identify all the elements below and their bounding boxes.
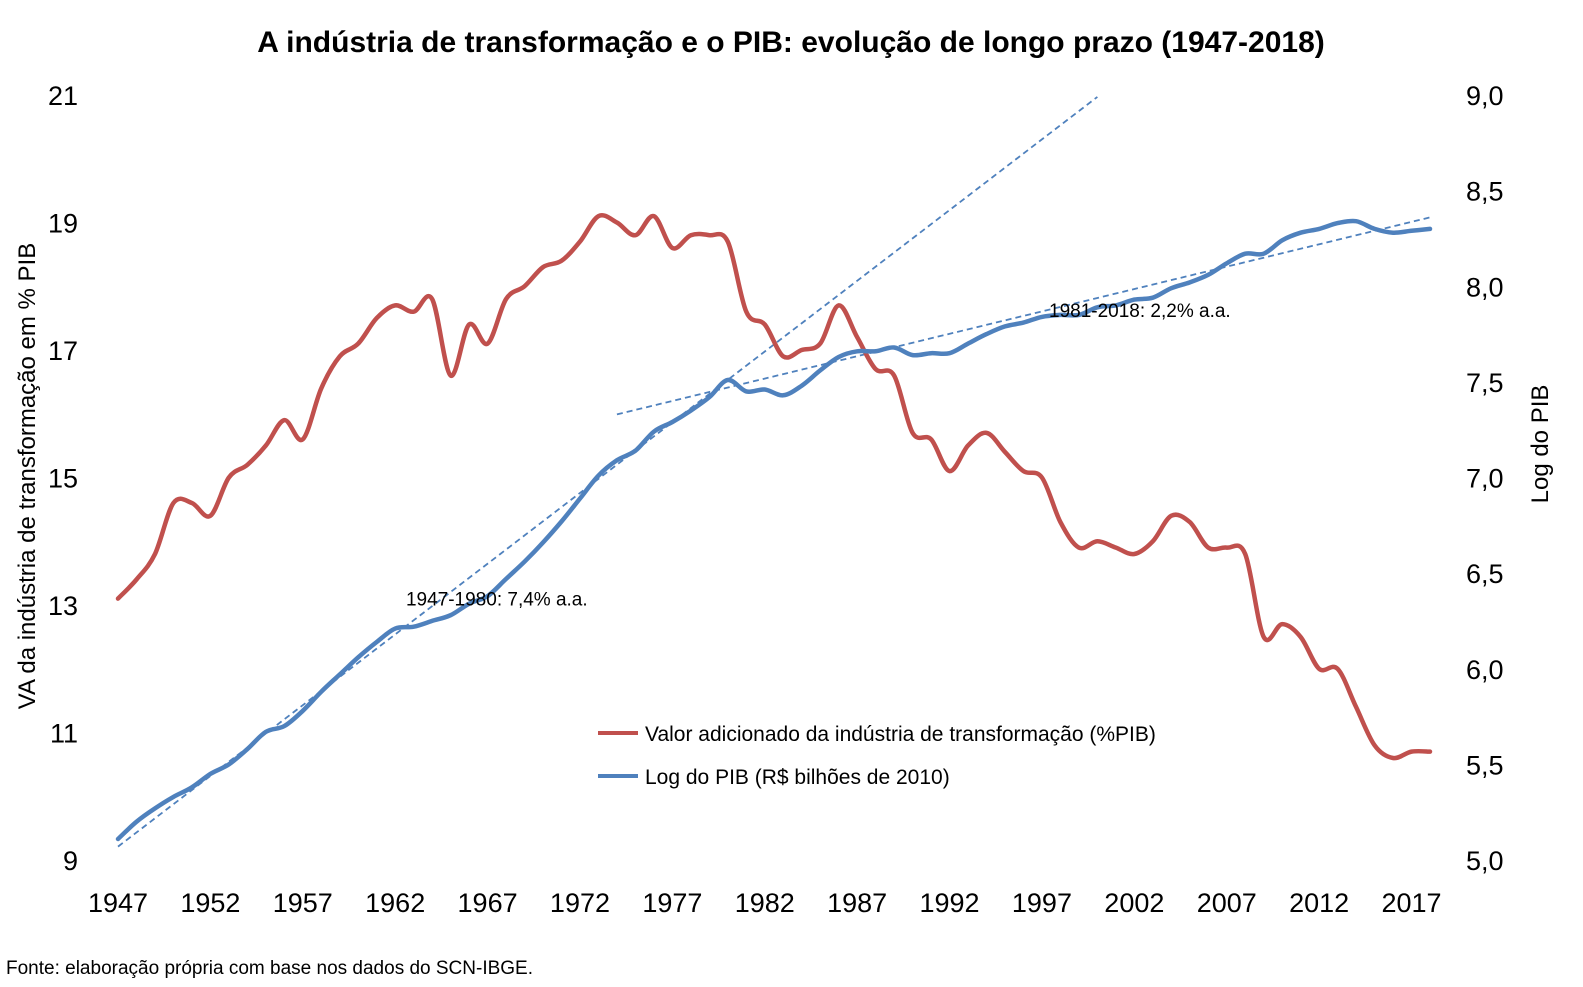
axes: 9 11 13 15 17 19 21 5,0 5,5 6,0 6,5 7,0 7,5 8,0 8,5 9,0… bbox=[48, 81, 1504, 918]
y-tick-right-7: 8,5 bbox=[1466, 177, 1504, 207]
y-tick-right-6: 8,0 bbox=[1466, 272, 1504, 302]
legend-label-log-pib: Log do PIB (R$ bilhões de 2010) bbox=[645, 766, 950, 789]
chart-title: A indústria de transformação e o PIB: ev… bbox=[257, 26, 1325, 59]
y-tick-right-2: 6,0 bbox=[1466, 655, 1504, 685]
y-tick-left-1: 11 bbox=[50, 719, 78, 749]
y-axis-right-label: Log do PIB bbox=[1527, 385, 1554, 504]
legend-label-va: Valor adicionado da indústria de transfo… bbox=[645, 723, 1156, 746]
x-tick-9: 1992 bbox=[920, 888, 980, 918]
x-tick-1: 1952 bbox=[180, 888, 240, 918]
y-tick-right-0: 5,0 bbox=[1466, 846, 1504, 876]
x-tick-5: 1972 bbox=[550, 888, 610, 918]
series-line-va-industria bbox=[115, 213, 1433, 761]
annotation-0: 1947-1980: 7,4% a.a. bbox=[406, 590, 588, 611]
x-tick-11: 2002 bbox=[1104, 888, 1164, 918]
y-tick-right-1: 5,5 bbox=[1466, 750, 1504, 780]
x-tick-3: 1962 bbox=[365, 888, 425, 918]
y-tick-right-5: 7,5 bbox=[1466, 368, 1504, 398]
x-tick-10: 1997 bbox=[1012, 888, 1072, 918]
y-tick-right-4: 7,0 bbox=[1466, 464, 1504, 494]
y-tick-left-6: 21 bbox=[48, 81, 78, 111]
y-tick-left-3: 15 bbox=[48, 464, 78, 494]
source-note: Fonte: elaboração própria com base nos d… bbox=[6, 958, 533, 979]
x-tick-14: 2017 bbox=[1381, 888, 1441, 918]
x-tick-4: 1967 bbox=[458, 888, 518, 918]
x-tick-6: 1977 bbox=[642, 888, 702, 918]
legend: Valor adicionado da indústria de transfo… bbox=[598, 723, 1156, 789]
y-tick-left-4: 17 bbox=[48, 336, 78, 366]
y-tick-left-2: 13 bbox=[48, 591, 78, 621]
y-axis-left-label: VA da indústria de transformação em % PI… bbox=[14, 243, 41, 709]
x-tick-2: 1957 bbox=[273, 888, 333, 918]
x-tick-7: 1982 bbox=[735, 888, 795, 918]
trendline-0 bbox=[117, 96, 1098, 848]
x-tick-0: 1947 bbox=[88, 888, 148, 918]
x-tick-8: 1987 bbox=[827, 888, 887, 918]
series-line-log-pib bbox=[115, 218, 1433, 842]
y-tick-right-3: 6,5 bbox=[1466, 559, 1504, 589]
y-tick-left-0: 9 bbox=[63, 846, 78, 876]
trendlines bbox=[117, 96, 1431, 848]
x-tick-12: 2007 bbox=[1197, 888, 1257, 918]
y-tick-left-5: 19 bbox=[48, 209, 78, 239]
y-tick-right-8: 9,0 bbox=[1466, 81, 1504, 111]
x-tick-13: 2012 bbox=[1289, 888, 1349, 918]
annotations: 1947-1980: 7,4% a.a. 1981-2018: 2,2% a.a. bbox=[406, 301, 1231, 611]
annotation-1: 1981-2018: 2,2% a.a. bbox=[1049, 301, 1231, 322]
series-lines bbox=[115, 213, 1433, 842]
